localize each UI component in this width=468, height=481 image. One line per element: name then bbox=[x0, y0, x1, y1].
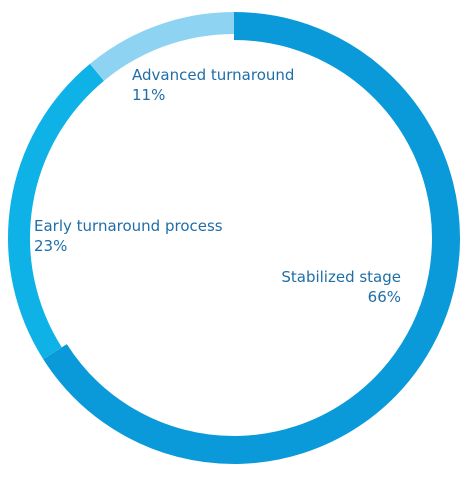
donut-slice-stabilized-stage bbox=[43, 12, 460, 464]
label-early-turnaround-value: 23% bbox=[34, 237, 68, 255]
label-early-turnaround: Early turnaround process 23% bbox=[34, 216, 223, 256]
label-advanced-turnaround-name: Advanced turnaround bbox=[132, 66, 295, 84]
label-stabilized-stage-value: 66% bbox=[367, 288, 401, 306]
donut-slice-early-turnaround-process bbox=[8, 63, 104, 360]
label-stabilized-stage: Stabilized stage 66% bbox=[281, 267, 401, 307]
label-stabilized-stage-name: Stabilized stage bbox=[281, 268, 401, 286]
donut-slice-advanced-turnaround bbox=[89, 12, 235, 81]
label-advanced-turnaround-value: 11% bbox=[132, 86, 166, 104]
label-advanced-turnaround: Advanced turnaround 11% bbox=[132, 65, 294, 105]
label-early-turnaround-name: Early turnaround process bbox=[34, 217, 223, 235]
